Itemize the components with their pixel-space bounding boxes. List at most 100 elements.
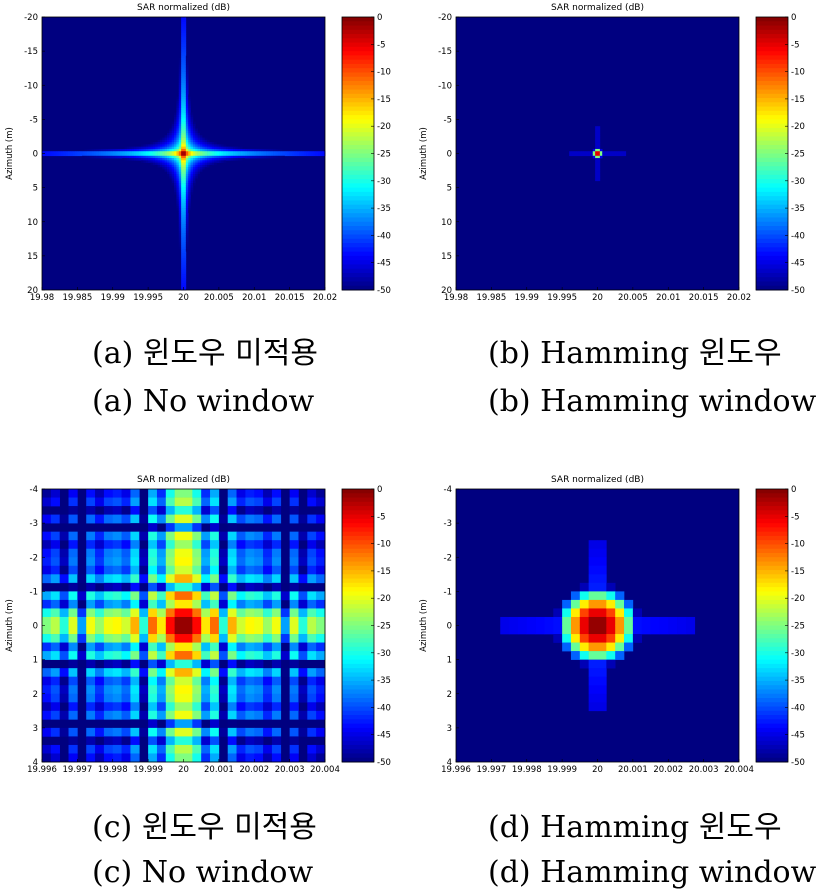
heatmap-cell: [606, 591, 616, 601]
heatmap-cell: [59, 727, 69, 737]
heatmap-cell: [195, 173, 198, 177]
heatmap-cell: [130, 659, 140, 669]
heatmap-cell: [176, 153, 180, 157]
colorbar-tick-label: -50: [791, 286, 805, 296]
heatmap-cell: [183, 591, 193, 601]
heatmap-cell: [615, 651, 625, 660]
heatmap-cell: [181, 35, 184, 38]
heatmap-cell: [254, 744, 264, 754]
heatmap-cell: [156, 599, 167, 609]
heatmap-cell: [89, 151, 92, 154]
heatmap-cell: [202, 151, 206, 154]
heatmap-cell: [263, 591, 273, 601]
heatmap-cell: [245, 702, 255, 712]
heatmap-cell: [615, 616, 625, 626]
heatmap-cell: [261, 153, 264, 157]
heatmap-cell: [289, 531, 299, 541]
heatmap-cell: [174, 608, 184, 618]
heatmap-cell: [79, 153, 83, 157]
heatmap-cell: [126, 148, 130, 152]
heatmap-cell: [597, 153, 601, 157]
heatmap-cell: [165, 685, 175, 695]
heatmap-cell: [103, 608, 114, 618]
heatmap-cell: [50, 557, 60, 567]
heatmap-cell: [139, 616, 149, 626]
heatmap-cell: [156, 574, 167, 584]
heatmap-cell: [176, 101, 180, 104]
heatmap-cell: [200, 133, 203, 136]
heatmap-cell: [210, 642, 220, 652]
heatmap-cell: [197, 135, 201, 138]
heatmap-cell: [59, 565, 69, 575]
heatmap-cell: [592, 151, 596, 154]
x-tick-label: 20.002: [239, 765, 269, 772]
heatmap-cell: [181, 126, 184, 129]
heatmap-cell: [112, 153, 116, 157]
heatmap-cell: [58, 151, 62, 154]
heatmap-cell: [307, 727, 317, 737]
heatmap-cell: [641, 616, 651, 626]
heatmap-cell: [183, 269, 187, 273]
heatmap-cell: [176, 189, 180, 193]
heatmap-cell: [188, 137, 191, 141]
colorbar-tick-label: -45: [377, 259, 391, 269]
heatmap-cell: [298, 514, 308, 524]
heatmap-cell: [139, 634, 149, 643]
heatmap-cell: [166, 167, 170, 170]
heatmap-cell: [210, 676, 220, 686]
heatmap-cell: [174, 582, 184, 592]
heatmap-cell: [183, 151, 187, 154]
heatmap-cell: [316, 616, 326, 626]
heatmap-cell: [169, 137, 173, 141]
heatmap-cell: [618, 153, 622, 157]
heatmap-cell: [185, 158, 189, 161]
heatmap-cell: [178, 57, 182, 61]
heatmap-cell: [130, 531, 140, 541]
heatmap-cell: [298, 608, 308, 618]
heatmap-cell: [174, 176, 177, 179]
heatmap-cell: [240, 146, 243, 150]
heatmap-cell: [181, 246, 184, 250]
heatmap-cell: [210, 548, 220, 558]
heatmap-cell: [306, 153, 309, 157]
heatmap-cell: [190, 173, 194, 177]
heatmap-cell: [606, 642, 616, 652]
heatmap-cell: [289, 557, 299, 567]
heatmap-cell: [188, 153, 191, 157]
heatmap-cell: [130, 548, 140, 558]
heatmap-cell: [263, 514, 273, 524]
heatmap-cell: [166, 151, 170, 154]
heatmap-cell: [192, 540, 202, 550]
heatmap-cell: [181, 57, 184, 61]
heatmap-cell: [236, 497, 246, 507]
heatmap-cell: [183, 557, 193, 567]
heatmap-cell: [181, 64, 184, 68]
heatmap-cell: [164, 137, 168, 141]
heatmap-cell: [178, 239, 182, 243]
heatmap-cell: [183, 48, 187, 52]
heatmap-cell: [188, 139, 191, 143]
heatmap-cell: [174, 642, 184, 652]
heatmap-cell: [185, 103, 189, 107]
heatmap-cell: [183, 57, 187, 61]
heatmap-cell: [190, 155, 194, 159]
heatmap-cell: [50, 753, 60, 763]
heatmap-cell: [117, 148, 121, 152]
heatmap-cell: [68, 565, 78, 575]
heatmap-cell: [307, 574, 317, 584]
heatmap-cell: [171, 153, 175, 157]
heatmap-cell: [95, 514, 105, 524]
heatmap-cell: [310, 151, 314, 154]
heatmap-cell: [579, 582, 589, 592]
heatmap-cell: [677, 625, 687, 635]
heatmap-cell: [242, 153, 246, 157]
heatmap-cell: [185, 217, 189, 220]
heatmap-cell: [190, 162, 194, 166]
heatmap-cell: [148, 599, 158, 609]
heatmap-cell: [214, 158, 217, 161]
heatmap-cell: [156, 565, 167, 575]
heatmap-cell: [183, 126, 187, 129]
heatmap-cell: [183, 489, 193, 498]
heatmap-cell: [298, 727, 308, 737]
heatmap-cell: [181, 21, 184, 25]
